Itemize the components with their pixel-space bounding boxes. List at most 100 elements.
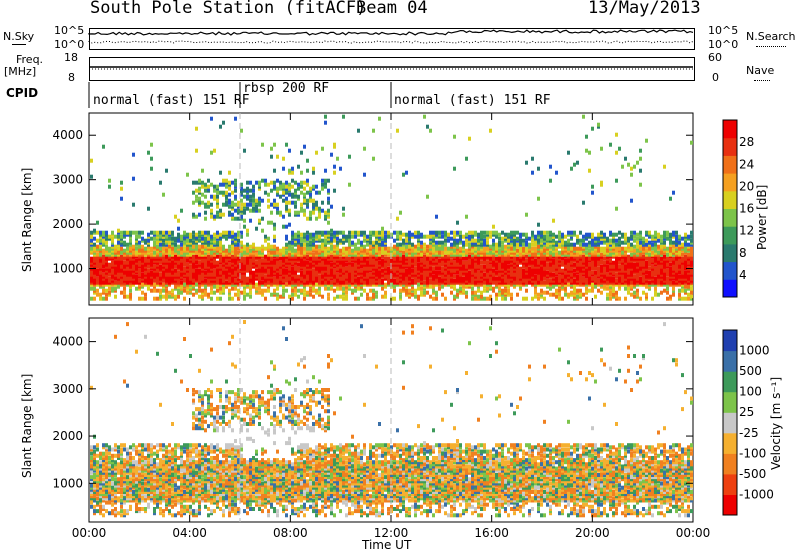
data-cell [252, 242, 255, 247]
data-cell [201, 244, 204, 249]
data-cell [279, 194, 282, 199]
data-cell [384, 230, 387, 235]
data-cell [396, 252, 399, 257]
data-cell [237, 296, 240, 301]
data-cell [282, 284, 285, 289]
data-cell [354, 296, 357, 301]
data-cell [591, 190, 594, 195]
data-cell [216, 210, 219, 215]
data-cell [120, 196, 123, 201]
data-cell [582, 114, 585, 119]
data-cell [537, 292, 540, 297]
data-cell [630, 292, 633, 297]
data-cell [270, 154, 273, 159]
data-cell [153, 236, 156, 241]
data-cell [597, 232, 600, 237]
data-cell [108, 276, 111, 281]
data-cell [600, 246, 603, 251]
data-cell [417, 262, 420, 267]
data-cell [336, 236, 339, 241]
data-cell [486, 240, 489, 245]
data-cell [333, 296, 336, 301]
data-cell [288, 192, 291, 197]
data-cell [297, 230, 300, 235]
data-cell [138, 230, 141, 235]
data-cell [108, 234, 111, 239]
data-cell [393, 296, 396, 301]
data-cell [342, 252, 345, 257]
data-cell [255, 198, 258, 203]
data-cell [303, 288, 306, 293]
data-cell [582, 276, 585, 281]
data-cell [585, 286, 588, 291]
data-cell [603, 246, 606, 251]
data-cell [465, 242, 468, 247]
data-cell [522, 238, 525, 243]
data-cell [429, 284, 432, 289]
data-cell [573, 230, 576, 235]
data-cell [195, 244, 198, 249]
data-cell [138, 296, 141, 301]
data-cell [393, 252, 396, 257]
data-cell [366, 252, 369, 257]
data-cell [105, 244, 108, 249]
data-cell [327, 188, 330, 193]
data-cell [483, 264, 486, 269]
data-cell [462, 288, 465, 293]
data-cell [522, 246, 525, 251]
data-cell [162, 282, 165, 287]
data-cell [510, 252, 513, 257]
data-cell [198, 178, 201, 183]
data-cell [132, 152, 135, 157]
data-cell [303, 198, 306, 203]
data-cell [303, 192, 306, 197]
data-cell [426, 244, 429, 249]
data-cell [426, 248, 429, 253]
data-cell [147, 232, 150, 237]
data-cell [477, 288, 480, 293]
data-cell [471, 252, 474, 257]
data-cell [411, 268, 414, 273]
data-cell [246, 186, 249, 191]
data-cell [234, 188, 237, 193]
data-cell [249, 218, 252, 223]
data-cell [306, 178, 309, 183]
data-cell [198, 212, 201, 217]
data-cell [210, 202, 213, 207]
data-cell [315, 282, 318, 287]
data-cell [249, 252, 252, 257]
data-cell [291, 192, 294, 197]
data-cell [321, 294, 324, 299]
data-cell [369, 252, 372, 257]
data-cell [306, 216, 309, 221]
data-cell [579, 292, 582, 297]
data-cell [585, 232, 588, 237]
data-cell [600, 252, 603, 257]
data-cell [150, 156, 153, 161]
data-cell [168, 244, 171, 249]
data-cell [183, 252, 186, 257]
data-cell [204, 210, 207, 215]
data-cell [570, 230, 573, 235]
data-cell [567, 150, 570, 155]
data-cell [480, 230, 483, 235]
data-cell [324, 114, 327, 119]
data-cell [360, 252, 363, 257]
data-cell [189, 252, 192, 257]
station-title: South Pole Station (fitACF) [90, 0, 367, 18]
data-cell [543, 296, 546, 301]
data-cell [615, 242, 618, 247]
data-cell [378, 252, 381, 257]
data-cell [249, 198, 252, 203]
data-cell [360, 292, 363, 297]
data-cell [351, 248, 354, 253]
data-cell [285, 204, 288, 209]
data-cell [201, 236, 204, 241]
data-cell [468, 230, 471, 235]
data-cell [312, 286, 315, 291]
data-cell [363, 172, 366, 177]
data-cell [576, 288, 579, 293]
data-cell [393, 284, 396, 289]
data-cell [297, 262, 300, 267]
data-cell [360, 268, 363, 273]
